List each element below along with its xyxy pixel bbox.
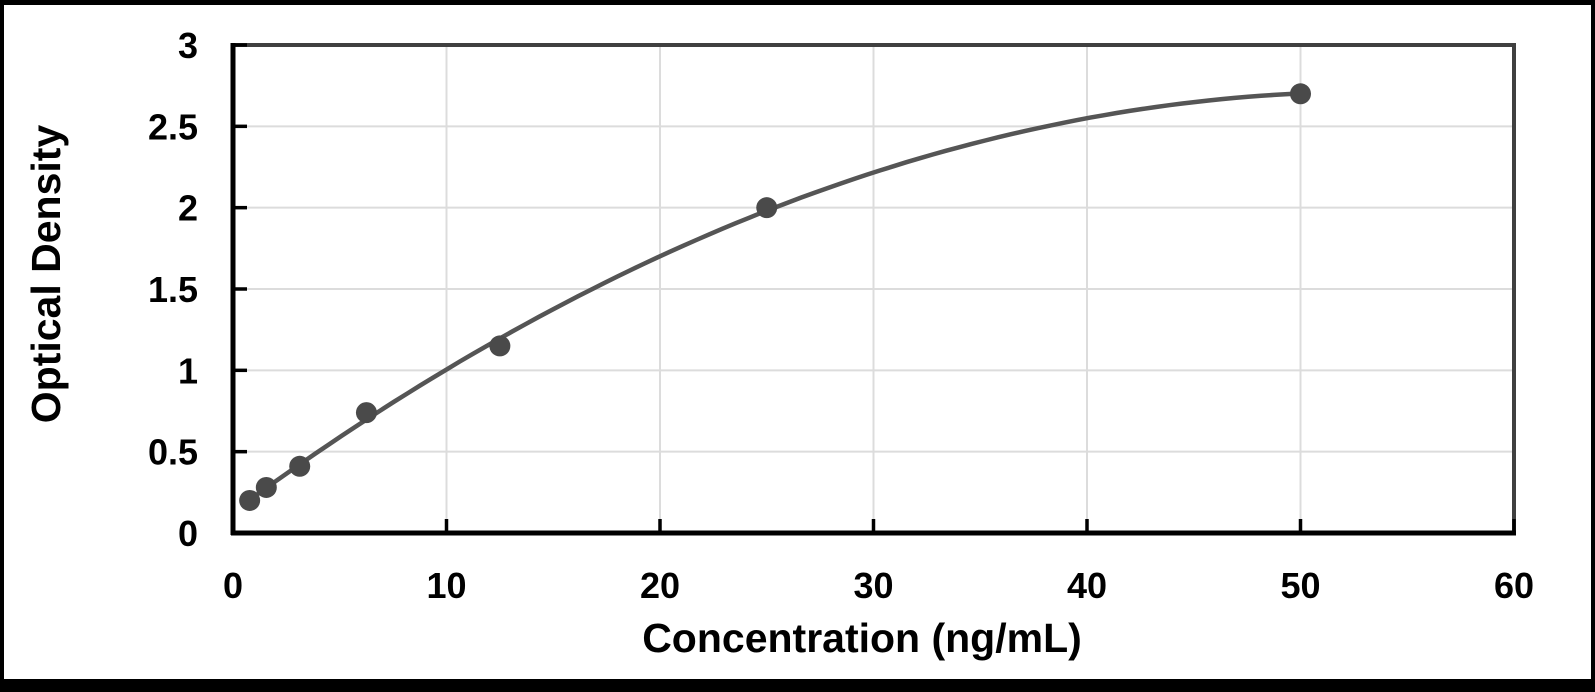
- x-tick-label: 30: [853, 565, 893, 606]
- y-tick-label: 0: [178, 513, 198, 554]
- frame-left: [0, 0, 4, 692]
- x-axis-title: Concentration (ng/mL): [642, 615, 1082, 661]
- plot-area: 0 10 20 30 40 50 60 0 0.5 1 1.5 2 2.5 3: [148, 25, 1534, 606]
- x-tick-label: 50: [1280, 565, 1320, 606]
- x-tick-label: 40: [1067, 565, 1107, 606]
- data-point: [756, 197, 778, 219]
- data-point: [355, 402, 377, 424]
- data-point: [289, 455, 311, 477]
- data-point: [1290, 83, 1311, 105]
- y-tick-label: 2.5: [148, 106, 198, 147]
- x-tick-label: 0: [223, 565, 243, 606]
- x-tick-label: 60: [1494, 565, 1534, 606]
- y-tick-label: 0.5: [148, 432, 198, 473]
- frame-bottom: [0, 679, 1595, 692]
- x-tick-label: 20: [640, 565, 680, 606]
- x-tick-label: 10: [426, 565, 466, 606]
- frame-right: [1591, 0, 1595, 692]
- y-axis-title: Optical Density: [23, 125, 69, 424]
- data-point: [255, 476, 277, 498]
- y-tick-label: 2: [178, 188, 198, 229]
- y-tick-label: 3: [178, 25, 198, 66]
- data-point: [489, 335, 511, 357]
- y-tick-label: 1.5: [148, 269, 198, 310]
- frame-top: [0, 0, 1595, 5]
- y-tick-label: 1: [178, 350, 198, 391]
- data-point: [239, 489, 261, 511]
